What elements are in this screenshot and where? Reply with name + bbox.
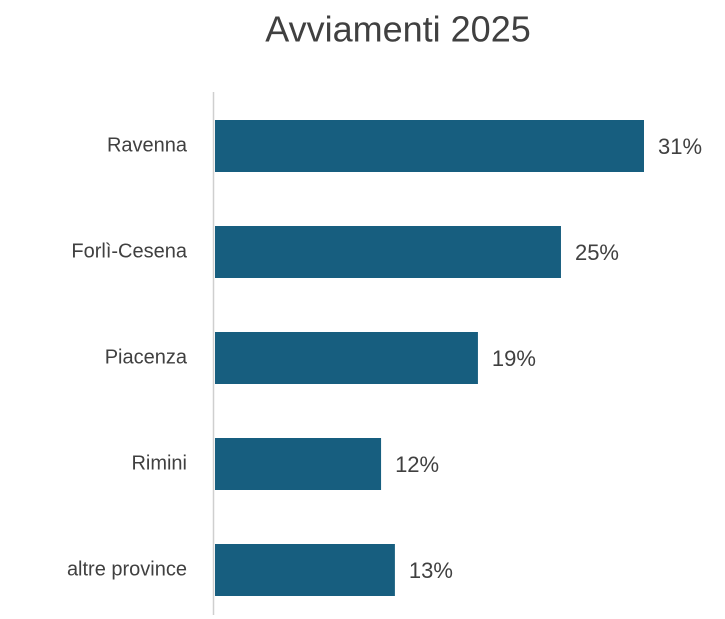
bar xyxy=(215,120,644,172)
category-label: altre province xyxy=(67,558,187,580)
bar xyxy=(215,226,561,278)
value-label: 12% xyxy=(395,452,439,477)
bar xyxy=(215,544,395,596)
category-label: Ravenna xyxy=(107,134,188,156)
value-label: 19% xyxy=(492,346,536,371)
category-label: Piacenza xyxy=(105,346,188,368)
category-label: Rimini xyxy=(131,452,187,474)
value-label: 13% xyxy=(409,558,453,583)
bar xyxy=(215,438,382,490)
value-label: 25% xyxy=(575,240,619,265)
value-label: 31% xyxy=(658,134,702,159)
chart-title: Avviamenti 2025 xyxy=(265,9,531,50)
category-label: Forlì-Cesena xyxy=(71,240,187,262)
bar xyxy=(215,332,478,384)
